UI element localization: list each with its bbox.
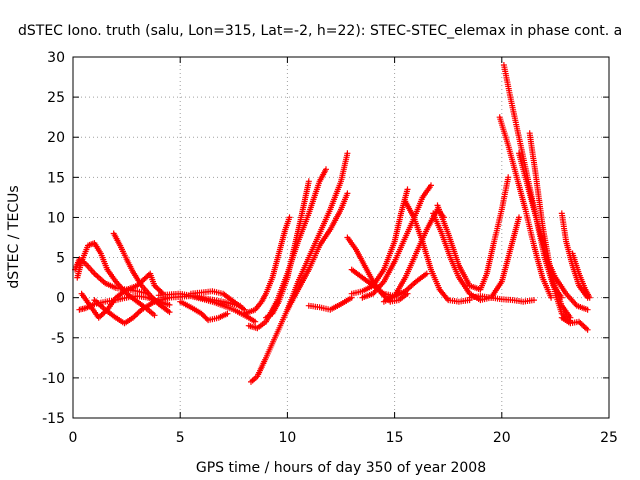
series-22 <box>380 206 447 305</box>
series-10 <box>187 288 248 313</box>
series-16 <box>305 294 355 313</box>
y-tick-label: 10 <box>47 210 65 226</box>
y-tick-label: -15 <box>42 411 65 427</box>
series-24 <box>434 174 512 293</box>
y-tick-label: -5 <box>51 331 65 347</box>
series-6 <box>91 297 158 327</box>
series-markers <box>380 206 447 305</box>
series-markers <box>558 210 591 301</box>
y-tick-label: 5 <box>56 251 65 267</box>
y-tick-label: 15 <box>47 170 65 186</box>
y-tick-label: 20 <box>47 130 65 146</box>
series-markers <box>177 298 231 324</box>
series-15 <box>284 190 351 313</box>
series-31 <box>558 314 591 333</box>
chart-title: dSTEC Iono. truth (salu, Lon=315, Lat=-2… <box>18 23 622 39</box>
x-tick-label: 20 <box>493 430 511 446</box>
x-tick-label: 0 <box>69 430 78 446</box>
series-markers <box>155 290 244 309</box>
series-markers <box>569 250 593 301</box>
x-tick-label: 25 <box>600 430 618 446</box>
x-tick-label: 5 <box>176 430 185 446</box>
series-27 <box>496 114 555 301</box>
series-markers <box>496 114 555 301</box>
series-30 <box>541 250 591 313</box>
y-axis-label: dSTEC / TECUs <box>6 185 22 288</box>
series-32 <box>558 210 591 301</box>
series-8 <box>155 290 244 309</box>
series-markers <box>466 293 537 305</box>
series-markers <box>241 214 293 317</box>
x-tick-label: 15 <box>386 430 404 446</box>
series-markers <box>187 288 248 313</box>
series-markers <box>541 250 591 313</box>
y-tick-label: 30 <box>47 50 65 66</box>
series-13 <box>263 178 312 321</box>
series-25 <box>466 293 537 305</box>
series-33 <box>569 250 593 301</box>
series-markers <box>434 174 512 293</box>
y-tick-label: -10 <box>42 371 65 387</box>
series-markers <box>284 190 351 313</box>
y-tick-label: 0 <box>56 291 65 307</box>
data-series <box>72 62 593 385</box>
x-axis-label: GPS time / hours of day 350 of year 2008 <box>196 460 486 476</box>
series-markers <box>359 182 434 301</box>
series-9 <box>177 298 231 324</box>
series-markers <box>305 294 355 313</box>
series-markers <box>558 314 591 333</box>
series-markers <box>91 297 158 327</box>
x-tick-label: 10 <box>278 430 296 446</box>
series-20 <box>359 182 434 301</box>
plot-frame <box>72 56 610 419</box>
axis-ticks: 0 5 10 15 20 25 -15 -10 -5 0 5 10 15 20 25 30 <box>42 50 618 446</box>
y-tick-label: 25 <box>47 90 65 106</box>
series-14 <box>241 214 293 317</box>
series-markers <box>263 178 312 321</box>
